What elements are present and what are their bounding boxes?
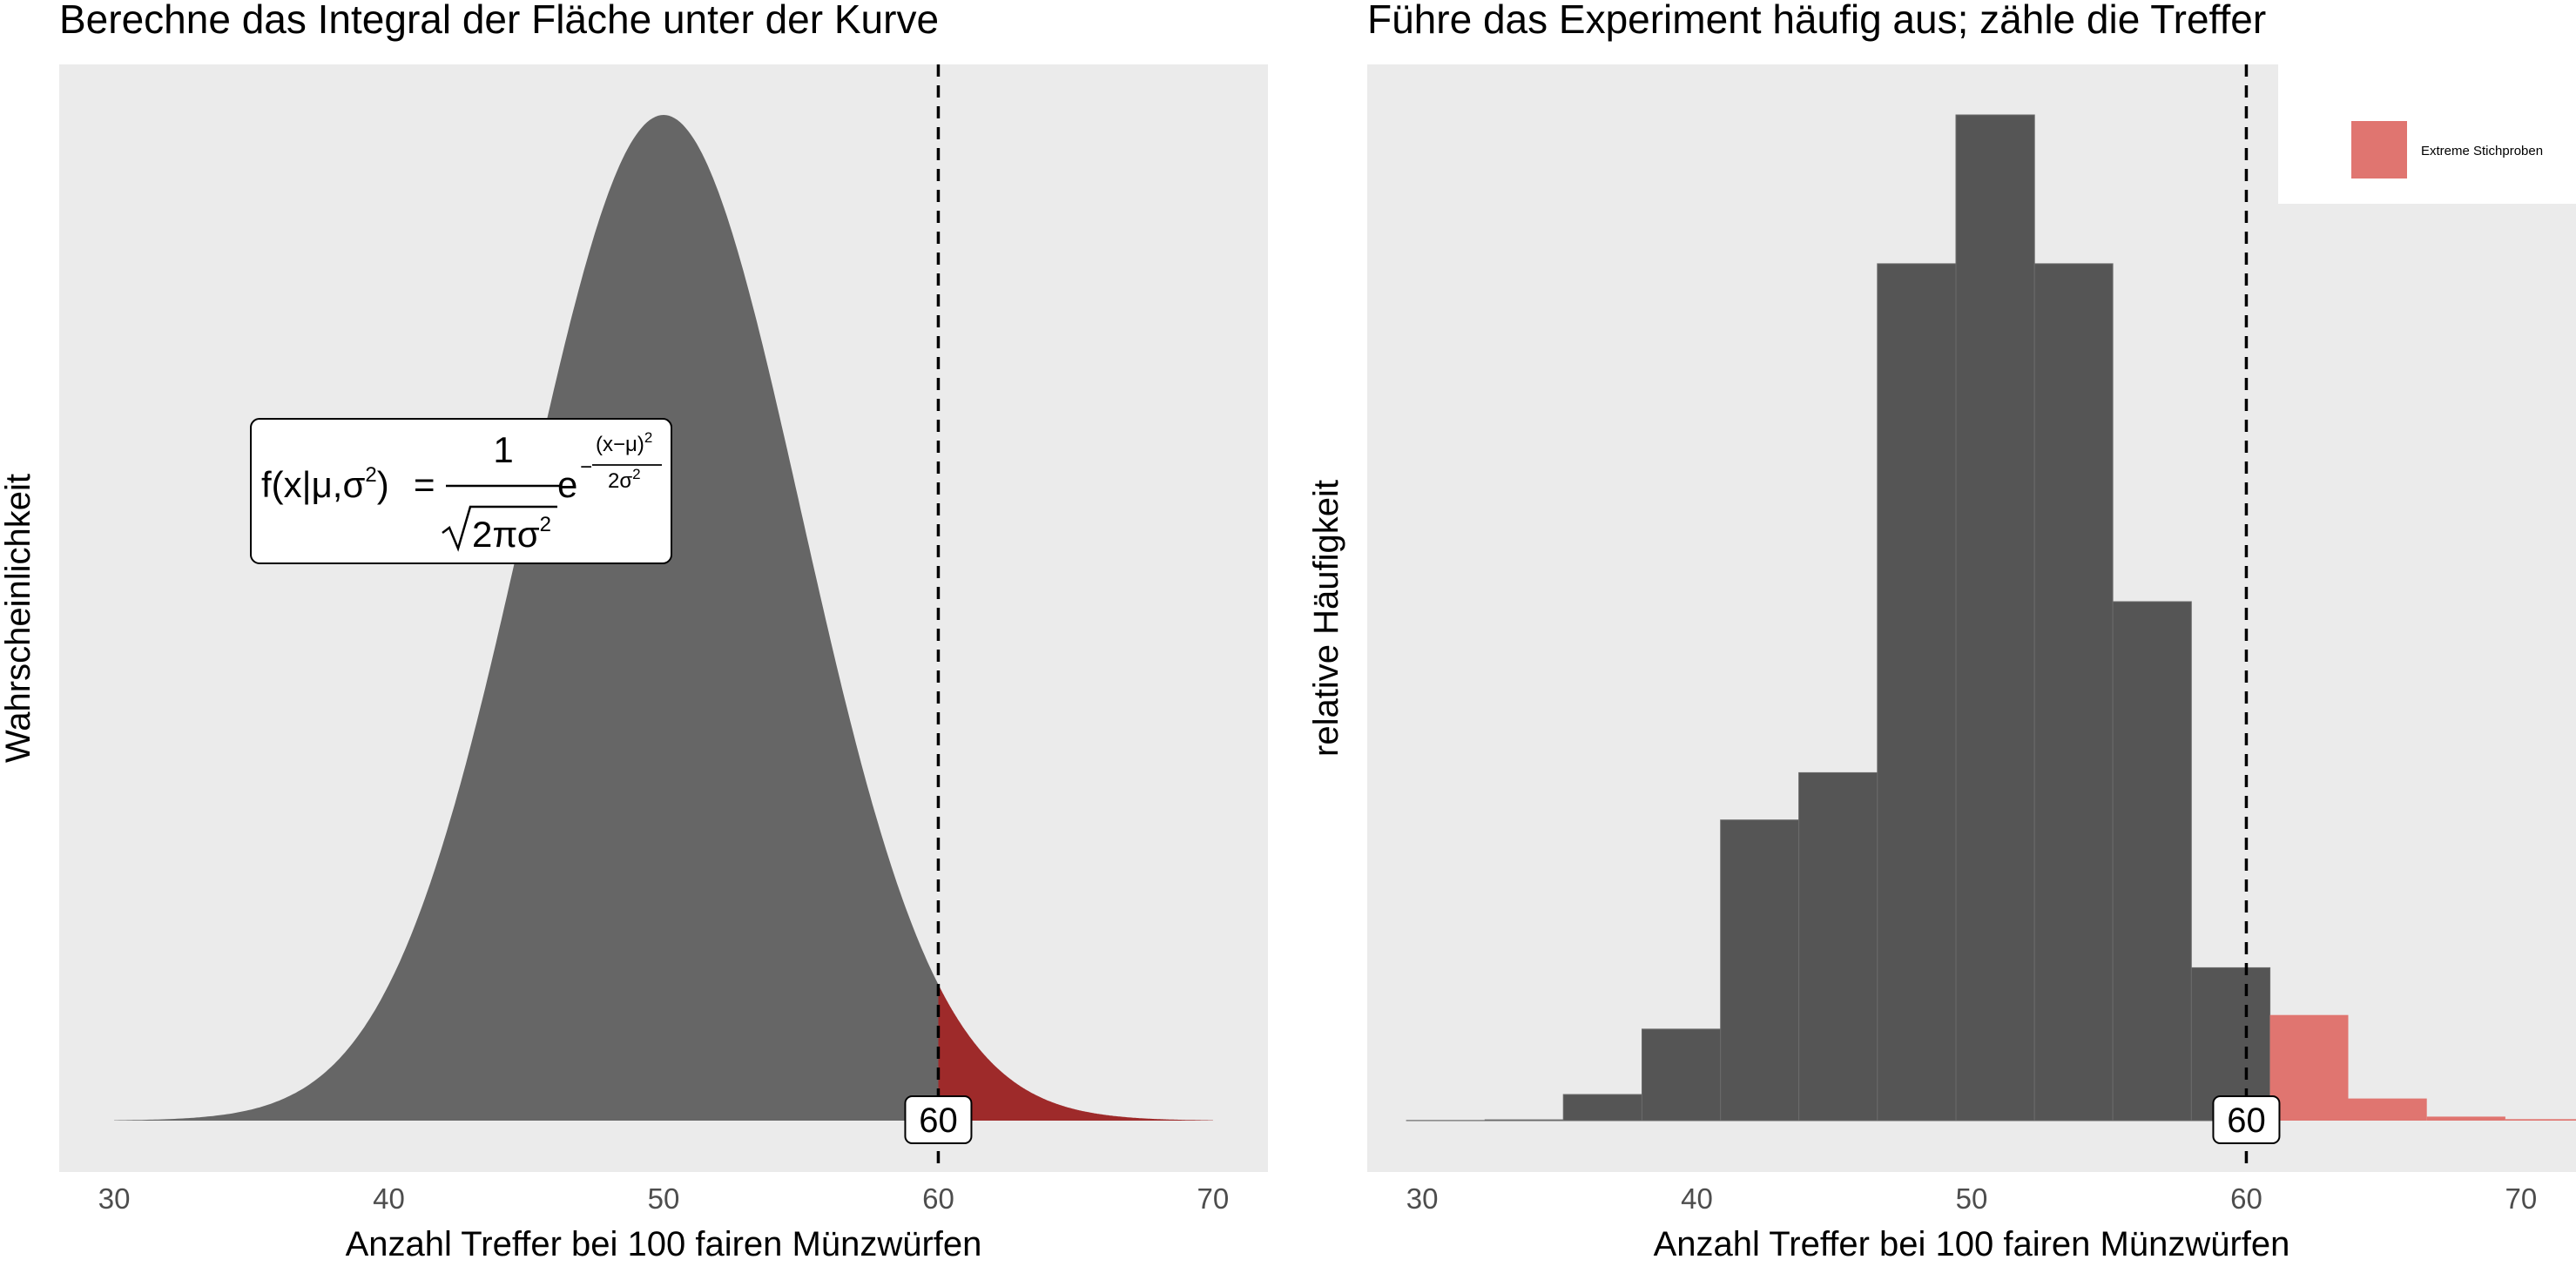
formula-lhs: f(x|μ,σ2) [261, 463, 389, 505]
right-chart-title: Führe das Experiment häufig aus; zähle d… [1367, 0, 2266, 42]
right-x-ticks: 30 40 50 60 70 [1406, 1182, 2538, 1215]
left-x-tick-30: 30 [98, 1182, 131, 1215]
formula-exp-minus: − [580, 455, 592, 479]
left-x-ticks: 30 40 50 60 70 [98, 1182, 1230, 1215]
histogram-bar-6 [1877, 263, 1957, 1121]
right-x-tick-50: 50 [1956, 1182, 1988, 1215]
formula-denominator: 2πσ2 [472, 513, 551, 555]
threshold-label: 60 [904, 1095, 973, 1144]
histogram-bar-7 [1955, 114, 2035, 1121]
right-y-axis-title: relative Häufigkeit [1307, 480, 1345, 757]
histogram-bar-9 [2112, 601, 2192, 1121]
formula-exp-numerator: (x−μ)2 [596, 429, 652, 456]
right-x-tick-60: 60 [2230, 1182, 2262, 1215]
left-x-tick-60: 60 [922, 1182, 954, 1215]
right-x-axis-title: Anzahl Treffer bei 100 fairen Münzwürfen [1654, 1225, 2290, 1263]
panel-left: Berechne das Integral der Fläche unter d… [0, 0, 1268, 1263]
right-threshold-label-text: 60 [2227, 1101, 2266, 1140]
right-threshold-label: 60 [2212, 1095, 2281, 1144]
legend: Extreme Stichproben [2278, 64, 2576, 204]
histogram-bars [1406, 114, 2576, 1121]
histogram-bar-14-extreme [2505, 1119, 2576, 1121]
histogram-bar-10 [2190, 967, 2271, 1121]
histogram-bar-11-extreme [2269, 1014, 2349, 1121]
threshold-label-text: 60 [919, 1101, 958, 1140]
histogram-bar-8 [2033, 263, 2114, 1121]
left-y-axis-title: Wahrscheinlichkeit [0, 474, 37, 763]
left-x-axis-title: Anzahl Treffer bei 100 fairen Münzwürfen [346, 1225, 982, 1263]
left-x-tick-50: 50 [648, 1182, 680, 1215]
formula-box-frame [250, 418, 672, 564]
histogram-bar-2 [1562, 1094, 1642, 1121]
tail-area [938, 984, 1213, 1121]
legend-swatch-extreme [2351, 121, 2407, 178]
formula-numerator: 1 [493, 429, 513, 470]
histogram-bar-13-extreme [2426, 1116, 2505, 1121]
histogram-bar-5 [1798, 771, 1878, 1121]
histogram-bar-4 [1720, 819, 1800, 1121]
threshold-label-box [904, 1095, 973, 1144]
right-x-tick-40: 40 [1681, 1182, 1713, 1215]
formula-box: f(x|μ,σ2) = 1 2πσ2 e − (x−μ)2 2σ2 [250, 418, 672, 564]
left-x-tick-70: 70 [1197, 1182, 1230, 1215]
right-x-tick-30: 30 [1406, 1182, 1439, 1215]
left-x-tick-40: 40 [373, 1182, 405, 1215]
legend-background [2278, 64, 2576, 204]
histogram-bar-3 [1642, 1028, 1722, 1121]
histogram-bar-1 [1484, 1119, 1564, 1121]
left-chart-title: Berechne das Integral der Fläche unter d… [59, 0, 939, 42]
formula-exp-denominator: 2σ2 [608, 466, 641, 493]
formula-e: e [557, 464, 577, 505]
histogram-bar-12-extreme [2348, 1098, 2427, 1121]
right-x-tick-70: 70 [2505, 1182, 2538, 1215]
formula-equals: = [414, 464, 435, 505]
right-threshold-label-box [2212, 1095, 2281, 1144]
legend-label-extreme: Extreme Stichproben [2421, 144, 2543, 158]
formula-sqrt-sign [442, 505, 557, 552]
density-curve-area [114, 115, 939, 1121]
panel-right: Führe das Experiment häufig aus; zähle d… [1307, 0, 2576, 1263]
